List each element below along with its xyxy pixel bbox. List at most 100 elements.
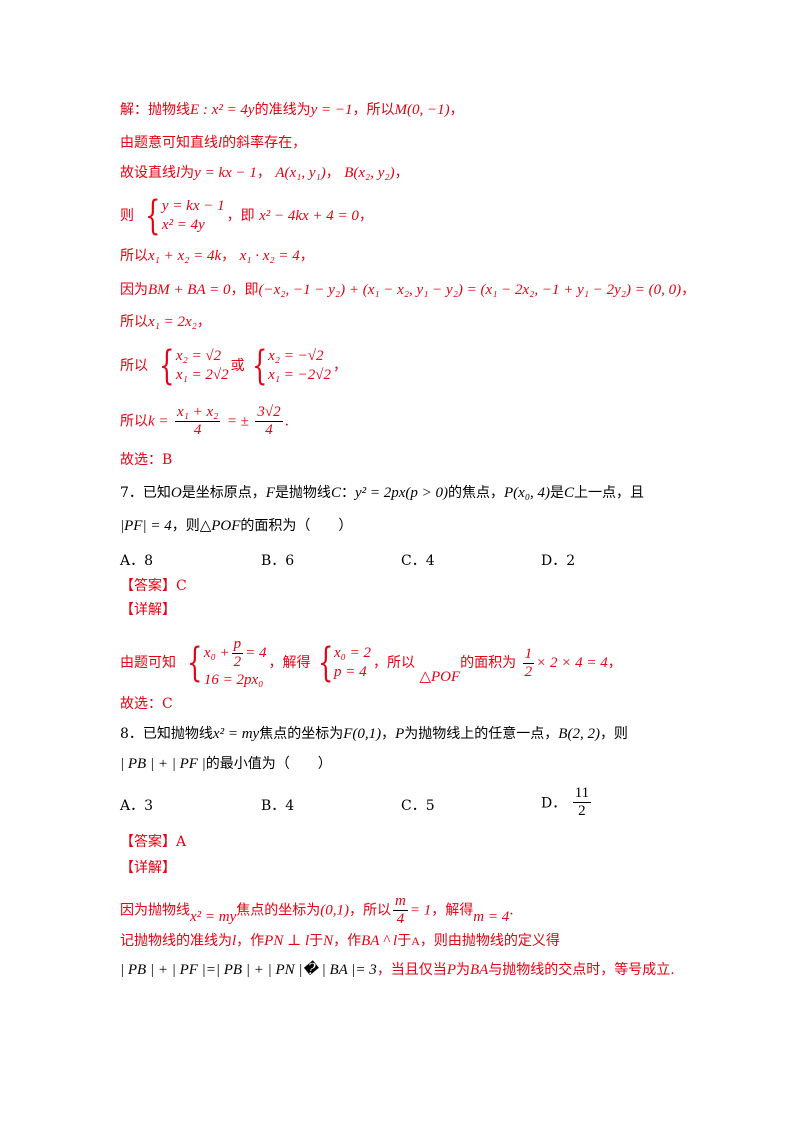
q8-detail-line3: | PB | + | PF |=| PB | + | PN |� | BA |=… (120, 960, 675, 980)
math: BA ^ l (361, 933, 398, 949)
system-rows: x₀ = 2 p = 4 (334, 644, 371, 682)
sol6-line7: 所以x₁ = 2x₂， (120, 312, 211, 332)
q8-stem-line1: 8．已知抛物线x² = my焦点的坐标为F(0,1)，P为抛物线上的任意一点，B… (120, 724, 628, 744)
math: △POF (419, 669, 461, 685)
text: ， (332, 358, 347, 374)
text: 所以 (120, 413, 148, 430)
math: C (564, 485, 575, 501)
text: 8．已知抛物线 (120, 726, 213, 742)
q7-option-d: D．2 (541, 553, 576, 569)
text: 所以 (120, 248, 148, 264)
text: 上一点，且 (574, 485, 645, 501)
text: ，所以 (372, 655, 415, 671)
text: ， (325, 165, 340, 181)
math: (−x₂, −1 − y₂) + (x₁ − x₂, y₁ − y₂) = (x… (258, 282, 682, 298)
q8-option-a: A．3 (120, 798, 154, 814)
brace: { (159, 343, 175, 389)
math: B(x₂, y₂) (344, 165, 395, 181)
math: x₀ + (203, 644, 230, 661)
denominator: 2 (233, 654, 242, 670)
text: ， (358, 208, 373, 224)
text: ， (221, 248, 236, 264)
math: | PB | + | PF |=| PB | + | PN |� | BA |=… (120, 962, 377, 978)
text: ，作 (236, 933, 265, 949)
numerator: x₁ + x₂ (174, 404, 221, 422)
text: 焦点的坐标为 (236, 902, 321, 919)
math: y = kx − 1 (194, 165, 257, 181)
math: A(x₁, y₁) (275, 165, 326, 181)
text: ， (299, 248, 314, 264)
math: y = −1 (310, 102, 353, 118)
math: x₁ + x₂ = 4k (148, 248, 222, 264)
system-rows: x₂ = −√2 x₁ = −2√2 (268, 347, 331, 385)
math: |PF| = 4 (120, 518, 172, 534)
text: ， (256, 165, 271, 181)
q8-detail-line1: 因为抛物线x² = my焦点的坐标为(0,1)，所以 m 4 = 1，解得m = 4. (120, 893, 514, 928)
denominator: 2 (578, 803, 586, 819)
math: y² = 2px(p > 0) (354, 485, 448, 501)
text: ，则由抛物线的定义得 (419, 933, 560, 949)
math: x² − 4kx + 4 = 0 (259, 208, 359, 224)
text: ，当且仅当 (376, 962, 447, 978)
sol6-line4: 则 { y = kx − 1 x² = 4y ，即 x² − 4kx + 4 =… (120, 196, 373, 236)
text: ， (196, 314, 211, 330)
q7-choose: 故选：C (120, 694, 173, 714)
text: ： (340, 485, 355, 501)
equation-system: { x₀ + p 2 = 4 16 = 2px₀ (182, 636, 267, 690)
text: 焦点的坐标为 (259, 726, 344, 742)
sol6-line8: 所以 { x₂ = √2 x₁ = 2√2 或 { x₂ = −√2 x₁ = … (120, 346, 347, 386)
math: M(0, −1) (394, 102, 450, 118)
equation-system: { x₂ = √2 x₁ = 2√2 (154, 343, 229, 389)
text: 为 (455, 962, 470, 978)
sol6-line6: 因为BM + BA = 0，即(−x₂, −1 − y₂) + (x₁ − x₂… (120, 280, 695, 300)
q8-stem-line2: | PB | + | PF |的最小值为（ ） (120, 754, 332, 774)
text: 记抛物线的准线为 (120, 933, 232, 949)
numerator: p (231, 636, 244, 654)
text: ， (394, 165, 409, 181)
math: B(2, 2) (558, 726, 600, 742)
denominator: 2 (524, 663, 533, 680)
fraction: x₁ + x₂ 4 (174, 404, 221, 439)
sol6-line2: 由题意可知直线l的斜率存在， (120, 133, 306, 153)
text: ，即 (226, 208, 255, 224)
math: m = 4 (473, 908, 510, 925)
text: ，即 (230, 282, 259, 298)
text: ，所以 (352, 102, 395, 118)
math: P(x₀, 4) (504, 485, 551, 501)
q7-detail-line: 由题可知 { x₀ + p 2 = 4 16 = 2px₀ ，解得 { x₀ = 2 … (120, 636, 622, 690)
math: k = (148, 413, 169, 430)
system-rows: x₂ = √2 x₁ = 2√2 (176, 347, 229, 385)
denominator: 4 (396, 911, 405, 927)
math: BA (469, 962, 489, 978)
q8-answer: 【答案】A (120, 832, 186, 852)
math: A (411, 934, 420, 948)
text: 于 (397, 933, 412, 949)
brace: { (317, 640, 333, 686)
text: ，所以 (349, 902, 392, 919)
text: 的准线为 (254, 102, 311, 118)
system-rows: x₀ + p 2 = 4 16 = 2px₀ (204, 636, 267, 690)
q7-answer: 【答案】C (120, 576, 187, 596)
q7-option-c: C．4 (401, 553, 435, 569)
text: 所以 (120, 314, 148, 330)
math: × 2 × 4 = 4 (536, 655, 608, 671)
math: l (218, 135, 223, 151)
text: 由题可知 (120, 655, 176, 671)
q8-detail-heading: 【详解】 (120, 858, 176, 878)
brace: { (251, 343, 268, 389)
equation-system: { y = kx − 1 x² = 4y (140, 196, 225, 236)
math: N (323, 933, 334, 949)
q7-stem-line2: |PF| = 4，则△POF的面积为（ ） (120, 516, 352, 536)
text: 的最小值为（ ） (205, 756, 332, 772)
text: 【答案】A (120, 834, 187, 850)
text: 的面积为（ ） (240, 518, 353, 534)
math: = ± (226, 413, 249, 430)
text: 或 (230, 358, 245, 374)
math: F (265, 485, 275, 501)
text: ， (381, 726, 396, 742)
math: O (170, 485, 182, 501)
denominator: 4 (265, 422, 273, 438)
math: x₁ = 2x₂ (148, 314, 197, 330)
text: . (284, 413, 290, 430)
